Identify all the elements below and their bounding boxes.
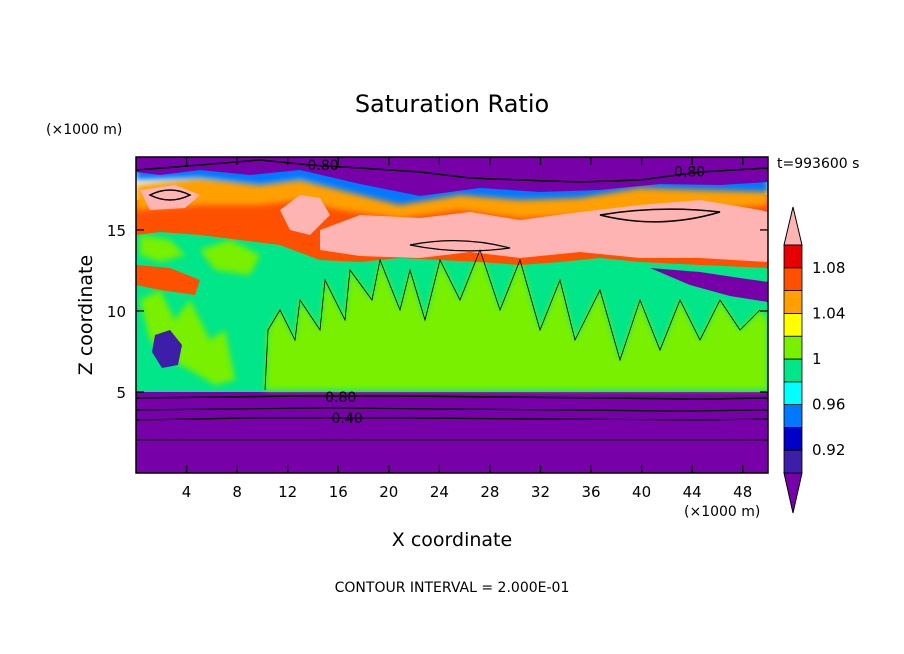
y-axis: 5 10 15 [107, 222, 768, 402]
x-tick-label: 8 [232, 483, 242, 501]
colorbar: 0.92 0.96 1 1.04 1.08 [783, 206, 845, 514]
plot-field [136, 157, 768, 473]
colorbar-swatch [783, 381, 803, 405]
x-tick-label: 24 [430, 483, 449, 501]
region-right-dry [650, 268, 768, 302]
colorbar-swatch [783, 358, 803, 383]
contour-label: 0.80 [674, 165, 705, 181]
time-label: t=993600 s [777, 156, 859, 172]
colorbar-extend-bottom [783, 472, 803, 514]
x-tick-label: 4 [182, 483, 192, 501]
x-tick-label: 32 [531, 483, 550, 501]
region-upper-pink-3 [280, 195, 330, 235]
plot-frame [135, 156, 769, 474]
colorbar-swatch [783, 244, 803, 269]
contour-label: 0.40 [332, 411, 363, 427]
colorbar-extend-top [783, 206, 803, 246]
x-tick-label: 48 [733, 483, 752, 501]
colorbar-swatch [783, 449, 803, 474]
region-left-dry [136, 265, 200, 295]
contour-line [136, 395, 768, 400]
colorbar-swatch [783, 335, 803, 360]
y-axis-label: Z coordinate [75, 255, 97, 375]
contour-interval-label: CONTOUR INTERVAL = 2.000E-01 [335, 580, 570, 596]
colorbar-swatch [783, 312, 803, 337]
colorbar-tick-label: 0.96 [812, 396, 845, 414]
y-tick-label: 5 [116, 384, 126, 402]
contour-line [136, 417, 768, 421]
x-tick-label: 36 [581, 483, 600, 501]
region-left-blob [152, 330, 182, 368]
contour-label: 0.80 [325, 390, 356, 406]
contour-line [599, 208, 721, 223]
colorbar-tick-label: 0.92 [812, 441, 845, 459]
chart-title: Saturation Ratio [355, 90, 549, 118]
x-tick-label: 40 [632, 483, 651, 501]
x-tick-label: 44 [683, 483, 702, 501]
x-axis-label: X coordinate [392, 529, 512, 551]
contour-line [148, 189, 192, 201]
x-tick-label: 28 [480, 483, 499, 501]
colorbar-tick-label: 1.08 [812, 259, 845, 277]
contour-labels: 0.80 0.80 0.80 0.40 [307, 158, 705, 427]
colorbar-swatch [783, 290, 803, 314]
y-tick-label: 10 [107, 303, 126, 321]
x-unit-label: (×1000 m) [684, 504, 760, 520]
colorbar-swatch [783, 267, 803, 291]
contour-line [409, 240, 511, 252]
green-patches [140, 235, 768, 390]
x-tick-label: 16 [329, 483, 348, 501]
colorbar-swatch [783, 426, 803, 451]
colorbar-swatch [783, 404, 803, 428]
x-tick-label: 12 [278, 483, 297, 501]
y-unit-label: (×1000 m) [46, 122, 122, 138]
colorbar-tick-label: 1 [812, 350, 822, 368]
x-axis: 4 8 12 16 20 24 28 32 36 40 44 48 [182, 157, 752, 501]
colorbar-tick-label: 1.04 [812, 304, 845, 322]
contour-line [136, 407, 768, 412]
contour-label: 0.80 [307, 158, 338, 174]
x-tick-label: 20 [379, 483, 398, 501]
contour-line [264, 248, 761, 391]
region-upper-pink [320, 200, 768, 262]
region-upper-pink-2 [140, 185, 200, 210]
y-tick-label: 15 [107, 222, 126, 240]
region-dry-lower [136, 392, 768, 473]
contour-line [136, 159, 768, 183]
